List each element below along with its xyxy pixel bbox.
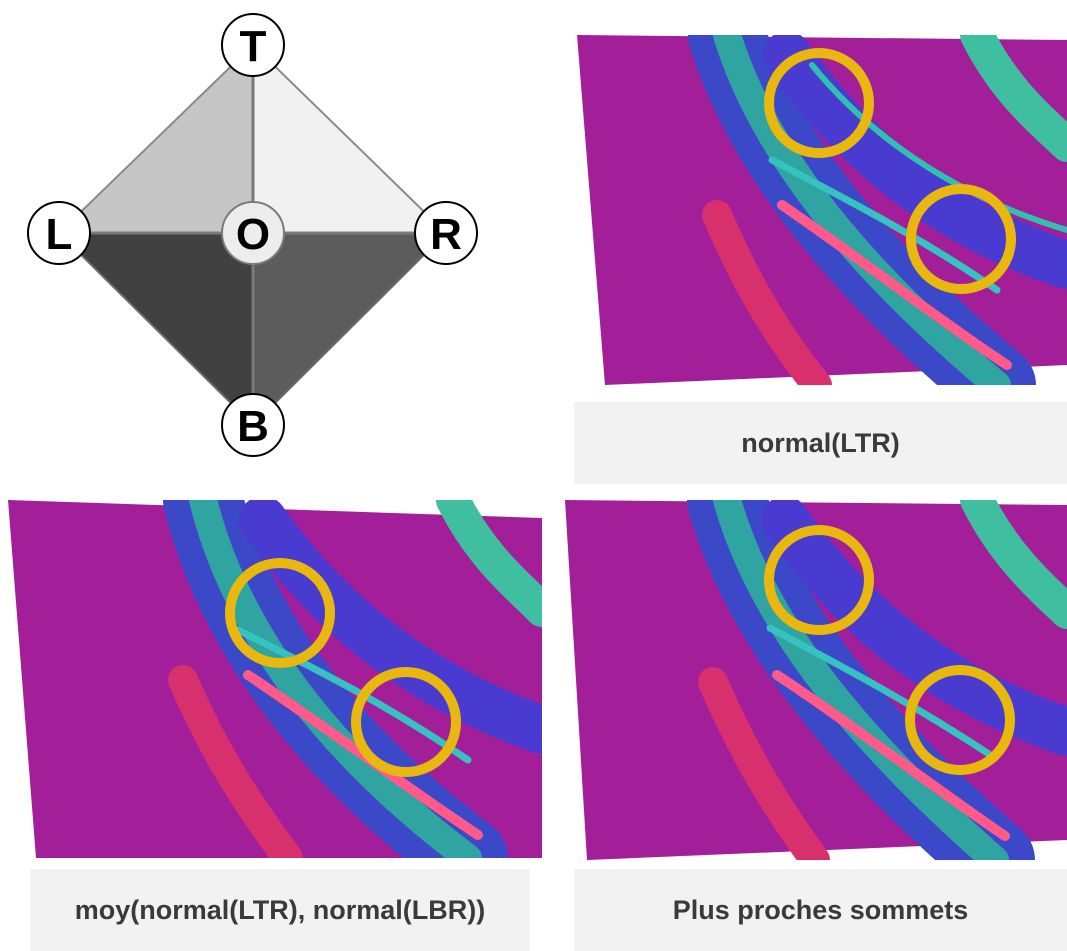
vertex-left: L <box>27 201 91 265</box>
rib-stripe <box>960 35 1067 162</box>
highlight-ring <box>764 525 874 635</box>
vertex-diagram: T L O R B <box>27 13 478 457</box>
face-top-right <box>252 42 449 234</box>
highlight-ring <box>351 667 461 777</box>
face-top-left <box>56 42 254 234</box>
highlight-ring <box>905 665 1015 775</box>
rib-stripe <box>702 200 832 385</box>
vertex-top-label: T <box>240 22 267 71</box>
highlight-ring <box>764 48 874 158</box>
vertex-origin: O <box>221 201 285 265</box>
render-bottom-left <box>8 500 542 858</box>
rib-stripe <box>772 670 1010 841</box>
rib-stripe <box>698 667 830 860</box>
rib-stripe <box>713 35 1011 385</box>
highlight-ring <box>225 558 335 668</box>
rib-stripe <box>777 200 1012 370</box>
vertex-bottom: B <box>221 393 285 457</box>
rib-stripe <box>766 624 999 762</box>
caption-bottom-right: Plus proches sommets <box>574 869 1067 951</box>
rib-stripe <box>960 500 1067 629</box>
vertex-top: T <box>221 13 285 77</box>
rib-stripe <box>168 665 303 858</box>
vertex-left-label: L <box>46 210 73 259</box>
vertex-origin-label: O <box>236 210 270 259</box>
rib-stripe <box>713 500 1009 860</box>
vertex-bottom-label: B <box>237 402 269 451</box>
face-bottom-right <box>252 232 449 428</box>
caption-bottom-left: moy(normal(LTR), normal(LBR)) <box>30 869 530 951</box>
render-top-right <box>577 35 1067 385</box>
render-bottom-right <box>565 500 1067 860</box>
vertex-right: R <box>414 201 478 265</box>
rib-stripe <box>234 626 472 764</box>
highlight-ring <box>906 184 1016 294</box>
rib-stripe <box>809 62 1067 233</box>
rib-stripe <box>763 35 1067 289</box>
vertex-right-label: R <box>430 210 462 259</box>
face-bottom-left <box>56 232 254 428</box>
rib-stripe <box>189 500 482 858</box>
rib-stripe <box>761 500 1067 756</box>
caption-top-right: normal(LTR) <box>574 402 1067 484</box>
rib-stripe <box>768 156 1001 294</box>
rib-stripe <box>436 500 542 627</box>
rib-stripe <box>239 500 542 754</box>
